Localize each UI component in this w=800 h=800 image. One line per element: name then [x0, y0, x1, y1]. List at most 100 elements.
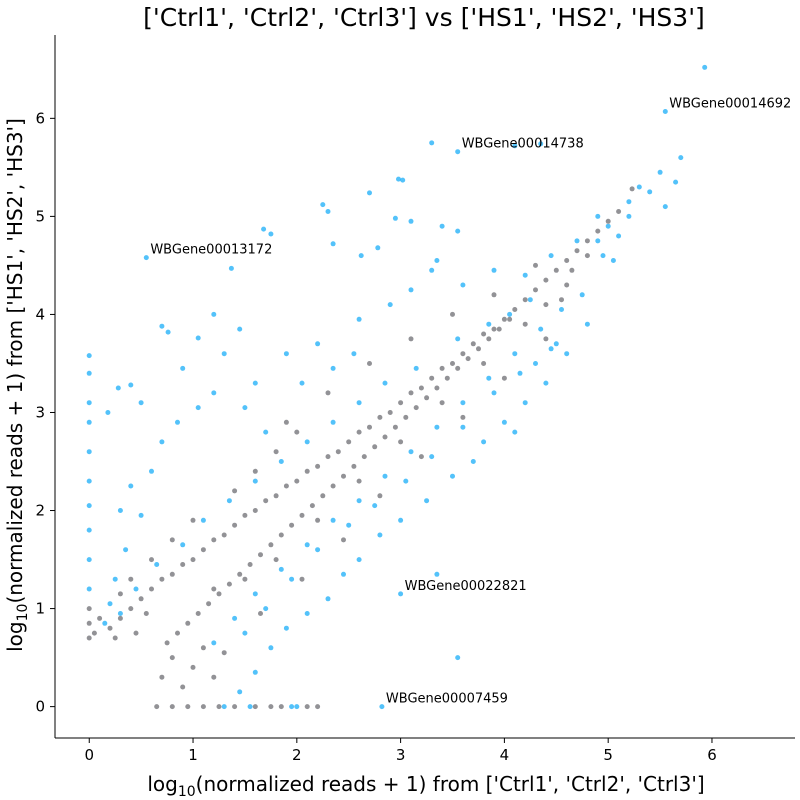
- significant-point: [175, 419, 180, 425]
- significant-point: [128, 483, 134, 489]
- not-significant-point: [263, 498, 269, 504]
- not-significant-point: [278, 704, 284, 710]
- not-significant-point: [408, 390, 414, 396]
- not-significant-point: [112, 635, 118, 641]
- significant-point: [325, 596, 331, 602]
- not-significant-point: [283, 419, 289, 425]
- y-axis-label-prefix: log: [3, 621, 27, 652]
- significant-point: [377, 532, 383, 538]
- not-significant-point: [543, 302, 549, 308]
- not-significant-point: [128, 606, 134, 612]
- not-significant-point: [190, 664, 196, 670]
- not-significant-point: [200, 704, 206, 710]
- significant-point: [481, 439, 487, 445]
- not-significant-point: [460, 351, 466, 357]
- not-significant-point: [128, 576, 134, 582]
- significant-point: [133, 586, 139, 592]
- significant-point: [356, 316, 362, 322]
- significant-point: [512, 143, 518, 149]
- not-significant-point: [273, 493, 279, 499]
- x-ticks: 0 1 2 3 4 5 6: [84, 738, 717, 764]
- not-significant-point: [330, 483, 336, 489]
- significant-point: [200, 517, 206, 523]
- not-significant-point: [470, 341, 476, 347]
- significant-point: [626, 213, 632, 219]
- not-significant-point: [387, 410, 393, 415]
- significant-point: [86, 503, 92, 509]
- significant-point: [180, 542, 186, 548]
- significant-point: [242, 630, 248, 636]
- not-significant-point: [335, 449, 341, 455]
- not-significant-point: [501, 316, 507, 322]
- not-significant-point: [507, 316, 513, 322]
- significant-point: [268, 231, 274, 237]
- not-significant-point: [501, 375, 507, 381]
- not-significant-point: [211, 586, 217, 592]
- not-significant-point: [200, 645, 206, 651]
- significant-point: [605, 223, 611, 229]
- not-significant-point: [309, 503, 315, 509]
- significant-point: [512, 351, 518, 357]
- not-significant-point: [232, 704, 238, 710]
- significant-point: [375, 245, 381, 251]
- not-significant-point: [175, 630, 180, 636]
- not-significant-point: [413, 405, 419, 411]
- significant-point: [304, 542, 310, 548]
- not-significant-point: [91, 630, 97, 636]
- significant-point: [616, 233, 622, 239]
- significant-point: [636, 184, 642, 190]
- significant-point: [86, 586, 92, 592]
- significant-point: [512, 429, 518, 435]
- not-significant-point: [232, 522, 238, 528]
- not-significant-point: [455, 365, 461, 371]
- gene-annotation: WBGene00007459: [386, 692, 508, 707]
- significant-point: [538, 326, 544, 332]
- not-significant-point: [247, 562, 253, 567]
- significant-point: [268, 645, 274, 651]
- significant-point: [522, 400, 528, 406]
- significant-point: [455, 228, 461, 234]
- not-significant-point: [564, 258, 570, 263]
- significant-point: [123, 547, 129, 553]
- x-tick-label: 6: [707, 746, 717, 764]
- not-significant-point: [138, 596, 144, 602]
- y-tick-label: 3: [35, 403, 45, 421]
- y-tick-label: 1: [35, 600, 45, 618]
- significant-point: [211, 640, 217, 646]
- significant-point: [86, 419, 92, 425]
- not-significant-point: [553, 267, 559, 273]
- y-tick-label: 6: [35, 109, 45, 127]
- not-significant-point: [543, 277, 549, 283]
- significant-point: [252, 380, 258, 386]
- not-significant-point: [377, 414, 383, 420]
- significant-point: [408, 218, 414, 224]
- not-significant-point: [325, 390, 331, 396]
- significant-point: [367, 190, 372, 196]
- not-significant-point: [496, 326, 502, 332]
- significant-point: [396, 176, 401, 182]
- significant-point: [507, 311, 513, 317]
- significant-point: [356, 400, 362, 406]
- not-significant-point: [252, 508, 258, 513]
- not-significant-point: [258, 552, 263, 558]
- significant-point: [387, 302, 393, 308]
- not-significant-point: [180, 562, 186, 567]
- significant-point: [400, 177, 406, 183]
- significant-point: [261, 226, 267, 232]
- significant-point: [559, 307, 564, 312]
- gene-annotation: WBGene00013172: [150, 243, 272, 258]
- not-significant-point: [367, 424, 372, 430]
- not-significant-point: [133, 630, 139, 636]
- significant-point: [315, 341, 321, 347]
- not-significant-point: [149, 557, 154, 563]
- not-significant-point: [159, 576, 165, 582]
- significant-point: [486, 375, 492, 381]
- significant-point: [247, 704, 253, 710]
- not-significant-point: [190, 557, 196, 563]
- not-significant-point: [169, 704, 175, 710]
- x-tick-label: 4: [500, 746, 510, 764]
- significant-point: [408, 449, 414, 455]
- significant-point: [128, 382, 134, 388]
- significant-point: [341, 571, 346, 577]
- significant-point: [662, 204, 668, 210]
